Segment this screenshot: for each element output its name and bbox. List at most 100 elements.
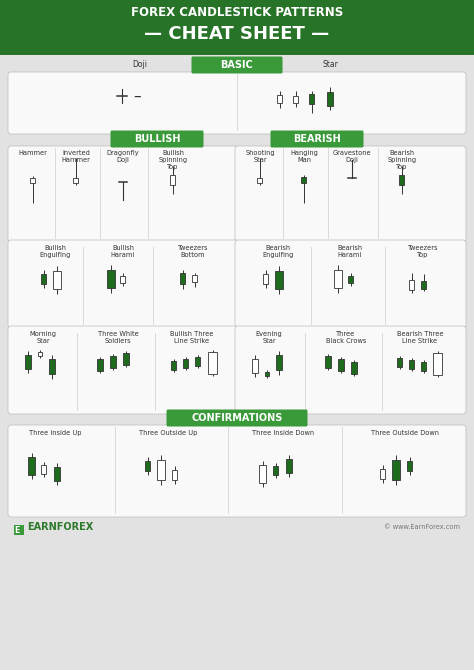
FancyBboxPatch shape [235,240,466,328]
Bar [123,353,129,365]
FancyBboxPatch shape [8,240,239,328]
Text: Shooting
Star: Shooting Star [245,150,275,163]
Text: Bearish
Engulfing: Bearish Engulfing [262,245,294,258]
Bar [334,270,342,288]
FancyBboxPatch shape [235,326,466,414]
Bar [257,178,263,182]
Bar [110,356,116,368]
Bar [30,178,36,182]
Bar [157,460,165,480]
Text: Bearish
Spinning
Top: Bearish Spinning Top [387,150,417,170]
Bar [183,358,189,368]
Bar [28,457,36,475]
Text: BEARISH: BEARISH [293,134,341,144]
Bar [301,177,307,183]
Bar [252,359,258,373]
Text: Hammer: Hammer [18,150,47,156]
Bar [146,461,151,471]
Bar [434,353,443,375]
Text: Bullish
Engulfing: Bullish Engulfing [39,245,71,258]
FancyBboxPatch shape [191,56,283,74]
Text: Bullish
Spinning
Top: Bullish Spinning Top [158,150,188,170]
Text: –: – [133,88,141,103]
Bar [310,94,315,104]
Bar [421,362,427,371]
Text: Evening
Star: Evening Star [255,331,283,344]
Bar [195,356,201,366]
FancyBboxPatch shape [8,72,466,134]
Bar [338,359,344,371]
Bar [120,275,126,283]
FancyBboxPatch shape [8,146,239,242]
Bar [42,464,46,474]
FancyBboxPatch shape [8,326,239,414]
Text: Bullish
Harami: Bullish Harami [111,245,135,258]
Text: Inverted
Hammer: Inverted Hammer [62,150,91,163]
Text: BASIC: BASIC [220,60,254,70]
FancyBboxPatch shape [235,146,466,242]
Bar [209,352,218,374]
Bar [381,469,385,479]
Text: Three Inside Up: Three Inside Up [29,430,81,436]
Bar [348,275,354,283]
Bar [410,280,414,290]
Bar [392,460,400,480]
Text: © www.EarnForex.com: © www.EarnForex.com [384,524,460,530]
Bar [351,362,357,374]
Text: Doji: Doji [133,60,147,69]
Bar [54,467,60,481]
Text: Morning
Star: Morning Star [29,331,56,344]
Text: Tweezers
Top: Tweezers Top [408,245,438,258]
Bar [265,372,269,376]
Bar [0,0,474,55]
Text: Three Outside Down: Three Outside Down [371,430,439,436]
Bar [259,465,266,483]
Text: Three
Black Crows: Three Black Crows [326,331,366,344]
Text: Bearish
Harami: Bearish Harami [337,245,363,258]
Text: FOREX CANDLESTICK PATTERNS: FOREX CANDLESTICK PATTERNS [131,5,343,19]
Bar [293,96,299,103]
Bar [421,281,427,289]
Bar [192,275,198,281]
Bar [275,271,283,289]
Text: Three Outside Up: Three Outside Up [139,430,197,436]
Text: — CHEAT SHEET —: — CHEAT SHEET — [145,25,329,43]
Bar [73,178,79,182]
Bar [327,92,333,106]
Text: Gravestone
Doji: Gravestone Doji [333,150,371,163]
Text: E: E [14,526,19,535]
Text: Dragonfly
Doji: Dragonfly Doji [107,150,139,163]
Text: Bearish Three
Line Strike: Bearish Three Line Strike [397,331,443,344]
Bar [171,175,175,185]
Bar [14,525,24,535]
Bar [53,271,61,289]
Text: Star: Star [322,60,338,69]
Text: Three Inside Down: Three Inside Down [252,430,314,436]
FancyBboxPatch shape [271,131,364,147]
Text: Tweezers
Bottom: Tweezers Bottom [178,245,208,258]
Bar [325,356,331,368]
Bar [173,470,177,480]
Bar [277,95,283,103]
Bar [107,270,115,288]
Bar [25,355,31,369]
Text: EARNFOREX: EARNFOREX [27,522,93,532]
Bar [286,459,292,473]
Text: Bullish Three
Line Strike: Bullish Three Line Strike [170,331,214,344]
Bar [264,274,268,284]
FancyBboxPatch shape [166,409,308,427]
Bar [398,358,402,366]
Bar [410,360,414,368]
Text: BULLISH: BULLISH [134,134,180,144]
Text: Three White
Soldiers: Three White Soldiers [98,331,138,344]
Bar [42,274,46,284]
Bar [276,354,282,369]
Text: Hanging
Man: Hanging Man [290,150,318,163]
Text: CONFIRMATIONS: CONFIRMATIONS [191,413,283,423]
Bar [38,352,42,356]
Bar [97,359,103,371]
FancyBboxPatch shape [110,131,203,147]
Bar [49,358,55,373]
Bar [400,175,404,185]
Bar [181,273,185,283]
